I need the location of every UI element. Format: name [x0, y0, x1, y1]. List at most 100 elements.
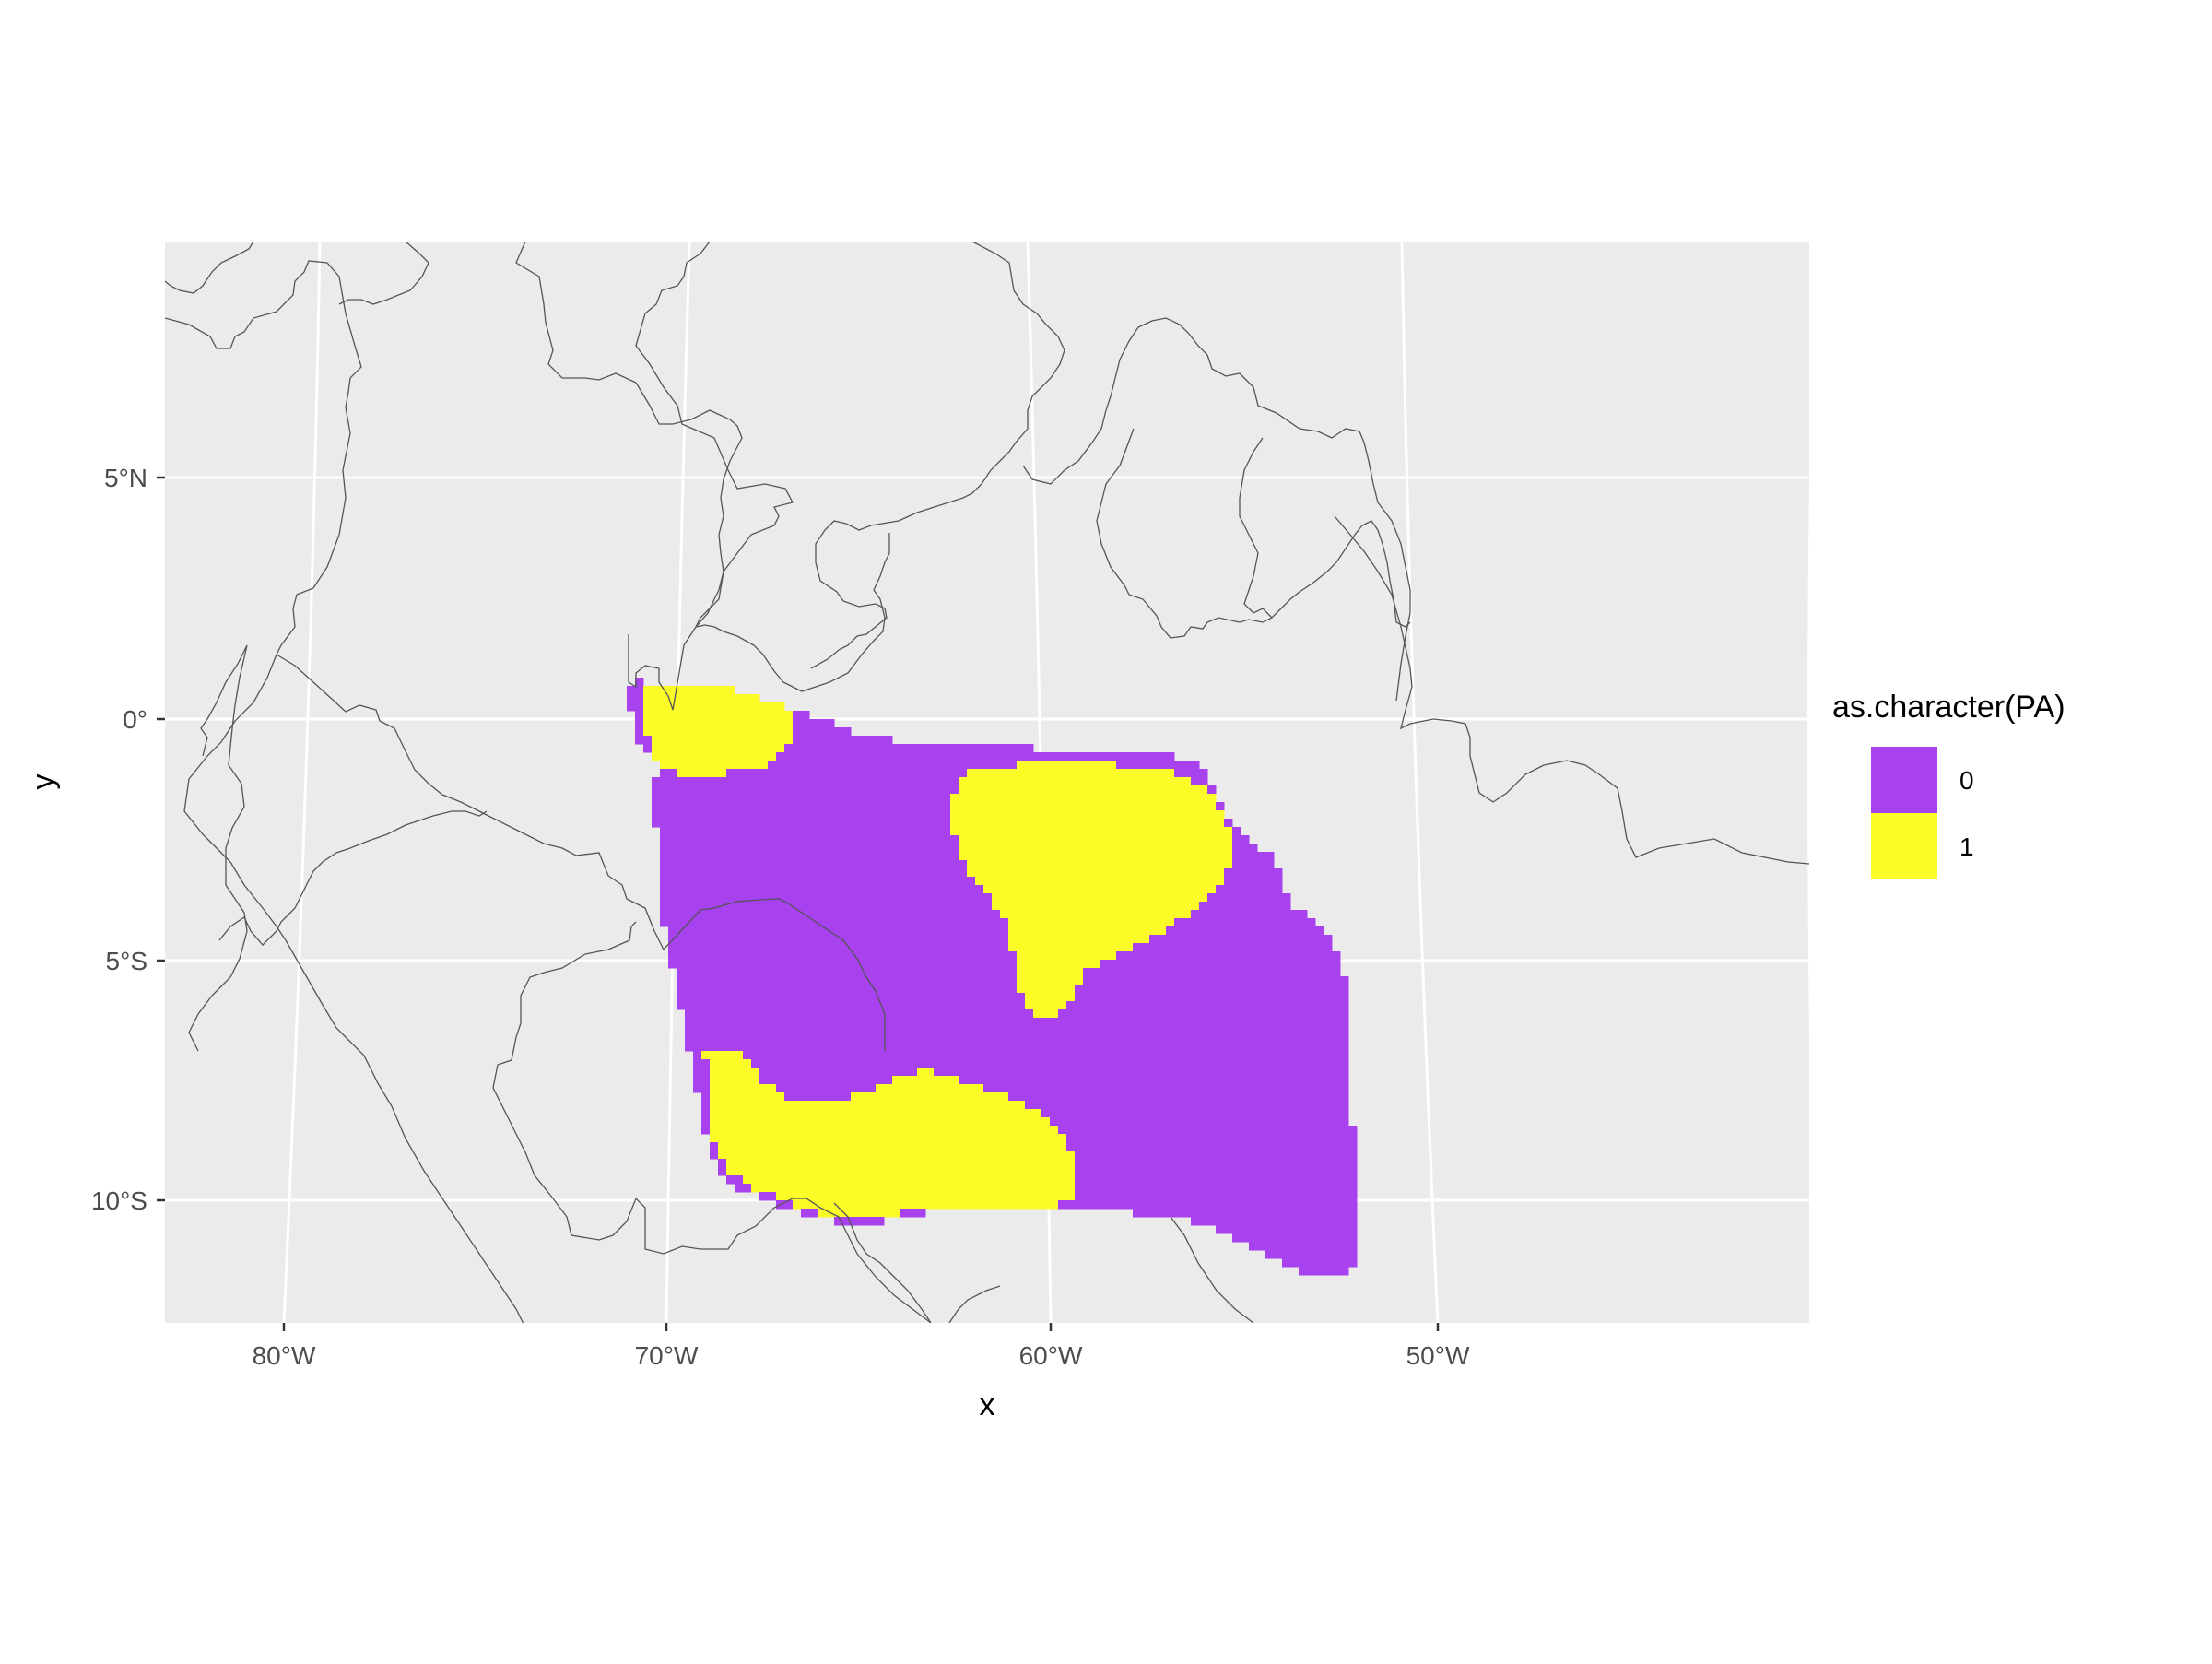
raster-cell — [859, 1209, 868, 1218]
raster-cell — [925, 968, 935, 977]
raster-cell — [1232, 1034, 1241, 1044]
raster-cell — [701, 993, 711, 1002]
raster-cell — [892, 827, 901, 836]
raster-cell — [1315, 1200, 1324, 1210]
raster-cell — [768, 910, 777, 919]
raster-cell — [876, 1018, 885, 1027]
raster-cell — [925, 769, 935, 778]
raster-cell — [1091, 902, 1100, 911]
raster-cell — [1083, 1151, 1092, 1160]
raster-cell — [851, 1167, 860, 1176]
raster-cell — [900, 943, 910, 952]
raster-cell — [1249, 926, 1258, 936]
raster-cell — [983, 1101, 993, 1110]
raster-cell — [1207, 1117, 1217, 1127]
raster-cell — [751, 1134, 760, 1143]
raster-cell — [959, 976, 968, 985]
raster-cell — [892, 1117, 901, 1127]
raster-cell — [1141, 810, 1150, 820]
raster-cell — [1116, 902, 1125, 911]
raster-cell — [1290, 1034, 1300, 1044]
raster-cell — [1324, 1009, 1333, 1019]
raster-cell — [677, 761, 686, 770]
raster-cell — [743, 819, 752, 828]
raster-cell — [801, 960, 810, 969]
raster-cell — [801, 1184, 810, 1193]
raster-cell — [983, 1200, 993, 1210]
raster-cell — [759, 794, 769, 803]
raster-cell — [992, 960, 1001, 969]
raster-cell — [917, 769, 926, 778]
raster-cell — [710, 885, 719, 894]
raster-cell — [900, 744, 910, 753]
raster-cell — [1033, 926, 1042, 936]
raster-cell — [1100, 1134, 1109, 1143]
raster-cell — [668, 702, 677, 712]
raster-cell — [1257, 968, 1266, 977]
raster-cell — [793, 761, 802, 770]
raster-cell — [934, 1142, 943, 1151]
raster-cell — [983, 794, 993, 803]
raster-cell — [652, 744, 661, 753]
raster-cell — [693, 877, 702, 886]
raster-cell — [1340, 1068, 1349, 1077]
raster-cell — [685, 985, 694, 994]
raster-cell — [1299, 910, 1308, 919]
raster-cell — [751, 1076, 760, 1085]
raster-cell — [776, 1175, 785, 1185]
raster-cell — [1182, 868, 1192, 878]
raster-cell — [1033, 951, 1042, 961]
raster-cell — [983, 752, 993, 761]
raster-cell — [1075, 1109, 1084, 1118]
raster-cell — [1224, 1225, 1233, 1234]
raster-cell — [1025, 960, 1034, 969]
raster-cell — [793, 902, 802, 911]
raster-cell — [1124, 993, 1134, 1002]
raster-cell — [1216, 1200, 1225, 1210]
raster-cell — [1191, 1184, 1200, 1193]
raster-cell — [1116, 943, 1125, 952]
raster-cell — [685, 802, 694, 811]
raster-cell — [1141, 1009, 1150, 1019]
raster-cell — [718, 827, 727, 836]
raster-cell — [1141, 1175, 1150, 1185]
raster-cell — [867, 902, 877, 911]
raster-cell — [826, 1134, 835, 1143]
raster-cell — [1174, 1076, 1183, 1085]
raster-cell — [1158, 1084, 1167, 1093]
raster-cell — [1274, 1018, 1283, 1027]
raster-cell — [809, 1192, 818, 1201]
raster-cell — [1290, 1151, 1300, 1160]
raster-cell — [867, 1184, 877, 1193]
raster-cell — [718, 802, 727, 811]
raster-cell — [942, 968, 951, 977]
raster-cell — [1257, 1175, 1266, 1185]
raster-cell — [1191, 1159, 1200, 1168]
raster-cell — [1257, 1134, 1266, 1143]
raster-cell — [1241, 835, 1250, 844]
raster-cell — [1000, 1151, 1009, 1160]
raster-cell — [1216, 1142, 1225, 1151]
raster-cell — [992, 943, 1001, 952]
raster-cell — [818, 893, 827, 903]
raster-cell — [975, 1200, 984, 1210]
raster-cell — [1108, 1068, 1117, 1077]
raster-cell — [892, 902, 901, 911]
raster-cell — [1307, 1192, 1316, 1201]
raster-cell — [693, 736, 702, 745]
raster-cell — [1232, 844, 1241, 853]
raster-cell — [917, 893, 926, 903]
raster-cell — [743, 877, 752, 886]
raster-cell — [751, 744, 760, 753]
raster-cell — [1191, 1217, 1200, 1226]
raster-cell — [1041, 893, 1051, 903]
raster-cell — [735, 1101, 744, 1110]
raster-cell — [1241, 860, 1250, 869]
raster-cell — [1257, 960, 1266, 969]
raster-cell — [1290, 1009, 1300, 1019]
raster-cell — [917, 1001, 926, 1010]
raster-cell — [1324, 1142, 1333, 1151]
raster-cell — [1025, 918, 1034, 927]
raster-cell — [834, 1043, 843, 1052]
raster-cell — [917, 1126, 926, 1135]
